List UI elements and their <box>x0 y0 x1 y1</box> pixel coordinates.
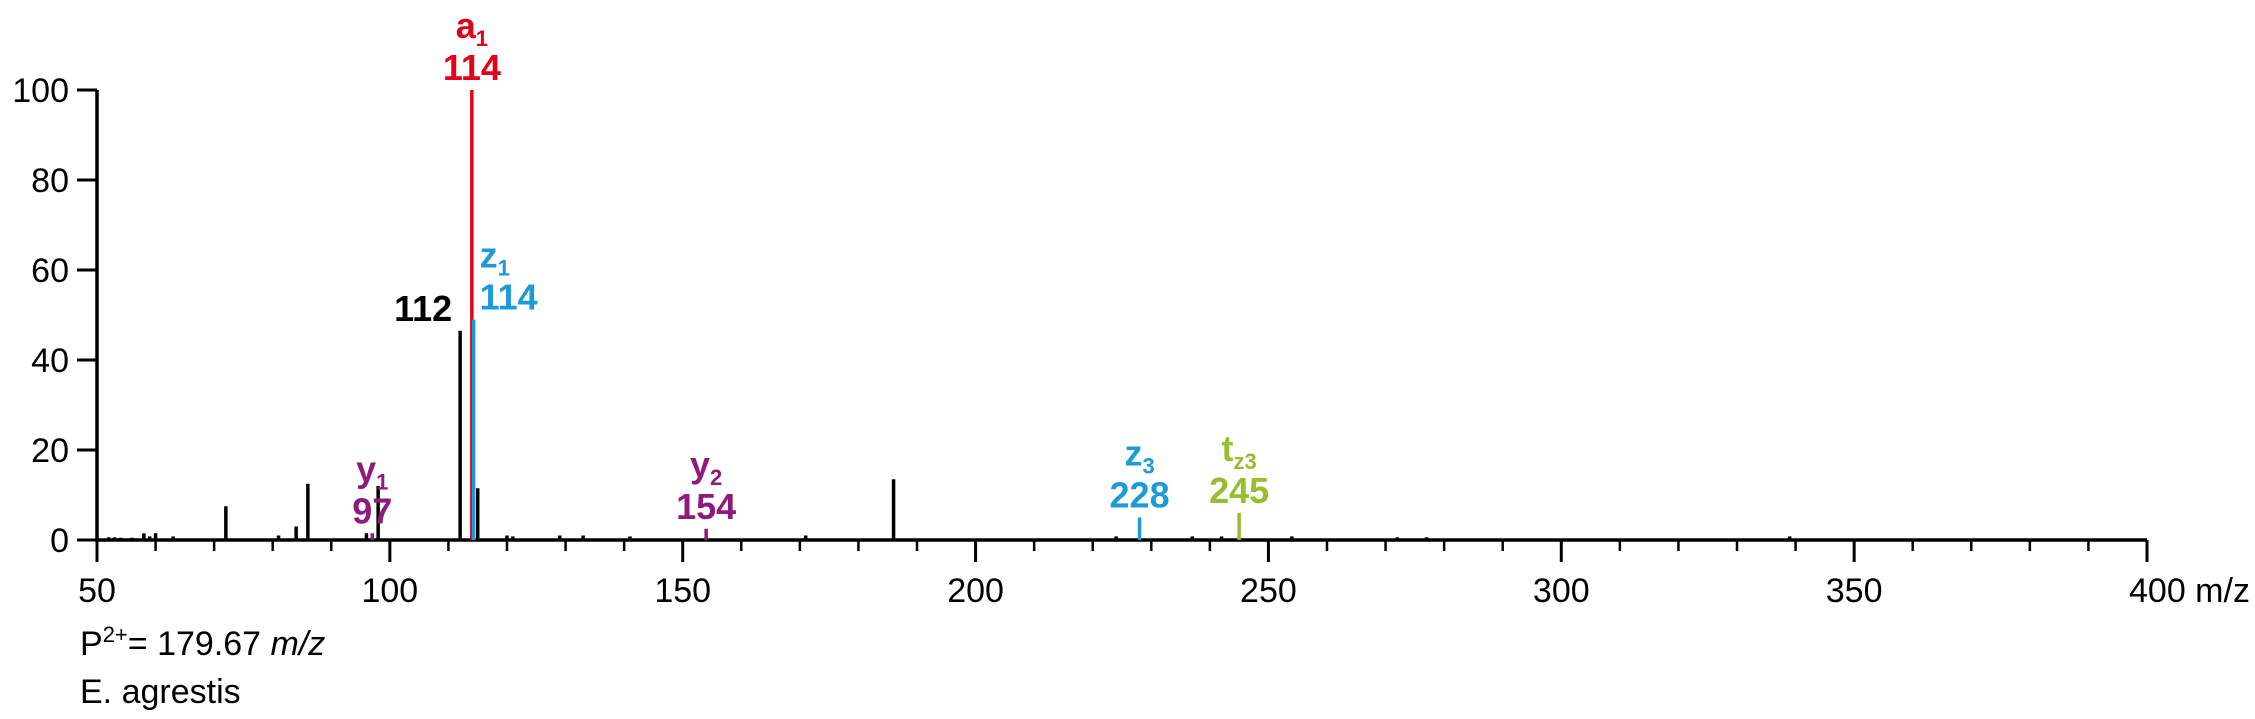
peak-mz-label: 228 <box>1110 475 1170 516</box>
peak-mz-label: 114 <box>480 277 538 318</box>
x-tick-label: 400 m/z <box>2129 572 2250 610</box>
x-tick-label: 50 <box>78 572 116 610</box>
ion-name-label: z3 <box>1124 433 1154 479</box>
ion-name: y <box>690 444 710 485</box>
precursor-unit: m/z <box>270 625 326 663</box>
spectrum-peaks <box>106 90 1792 540</box>
y-tick-label: 20 <box>31 432 69 470</box>
ion-name: z <box>1124 433 1142 474</box>
peak-annotation: 112 <box>394 288 452 329</box>
ion-name: y <box>356 448 376 489</box>
precursor-prefix: P <box>80 625 103 663</box>
ion-name: t <box>1222 428 1234 469</box>
y-tick-label: 100 <box>12 72 69 110</box>
y-tick-label: 60 <box>31 252 69 290</box>
ion-name: a <box>456 5 477 46</box>
precursor-charge: 2+ <box>102 622 128 647</box>
x-tick-label: 250 <box>1240 572 1297 610</box>
ion-index: 1 <box>376 469 388 494</box>
species-note: E. agrestis <box>80 673 241 711</box>
ion-name-label: y1 <box>356 448 388 494</box>
ion-name-label: z1 <box>480 235 510 281</box>
x-tick-label: 100 <box>361 572 418 610</box>
peak-mz-label: 154 <box>676 486 736 527</box>
peak-mz-label: 114 <box>443 47 501 88</box>
x-tick-label: 300 <box>1533 572 1590 610</box>
y-tick-label: 80 <box>31 162 69 200</box>
ion-name-label: y2 <box>690 444 722 490</box>
x-tick-label: 200 <box>947 572 1004 610</box>
ion-name: z <box>480 235 498 276</box>
chart-axes: 50 100 150 200 250 300 350 400 m/z 0 20 40 60 80 100 <box>12 72 2250 610</box>
ion-index: 2 <box>710 465 722 490</box>
precursor-value: = 179.67 <box>127 625 271 663</box>
peak-mz-label: 97 <box>352 490 392 531</box>
precursor-note: P2+= 179.67 m/z <box>80 622 326 664</box>
ion-index: 1 <box>476 26 488 51</box>
ion-name-label: a1 <box>456 5 488 51</box>
peak-mz-label: 112 <box>394 288 452 329</box>
y-tick-label: 0 <box>50 522 69 560</box>
peak-mz-label: 245 <box>1209 470 1269 511</box>
ion-name-label: tz3 <box>1222 428 1257 474</box>
x-tick-label: 150 <box>654 572 711 610</box>
ion-index: 1 <box>498 256 510 281</box>
x-tick-label: 350 <box>1826 572 1883 610</box>
y-tick-label: 40 <box>31 342 69 380</box>
ion-index: z3 <box>1234 449 1257 474</box>
ion-index: 3 <box>1142 454 1154 479</box>
